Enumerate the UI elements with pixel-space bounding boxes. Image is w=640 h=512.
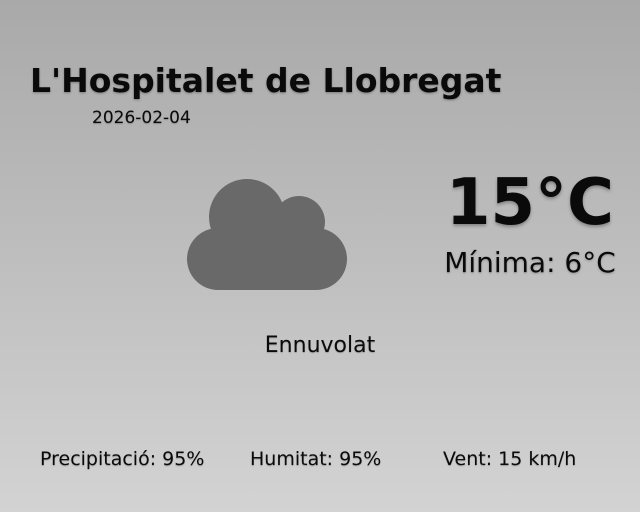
humidity-stat: Humitat: 95%: [250, 448, 382, 470]
current-temperature: 15°C: [445, 166, 615, 240]
minimum-temperature: Mínima: 6°C: [444, 246, 616, 279]
location-title: L'Hospitalet de Llobregat: [30, 61, 502, 100]
date-label: 2026-02-04: [92, 108, 191, 128]
precipitation-stat: Precipitació: 95%: [40, 448, 205, 470]
condition-label: Ennuvolat: [264, 333, 376, 358]
cloud-icon: [187, 179, 347, 290]
wind-stat: Vent: 15 km/h: [443, 448, 577, 470]
